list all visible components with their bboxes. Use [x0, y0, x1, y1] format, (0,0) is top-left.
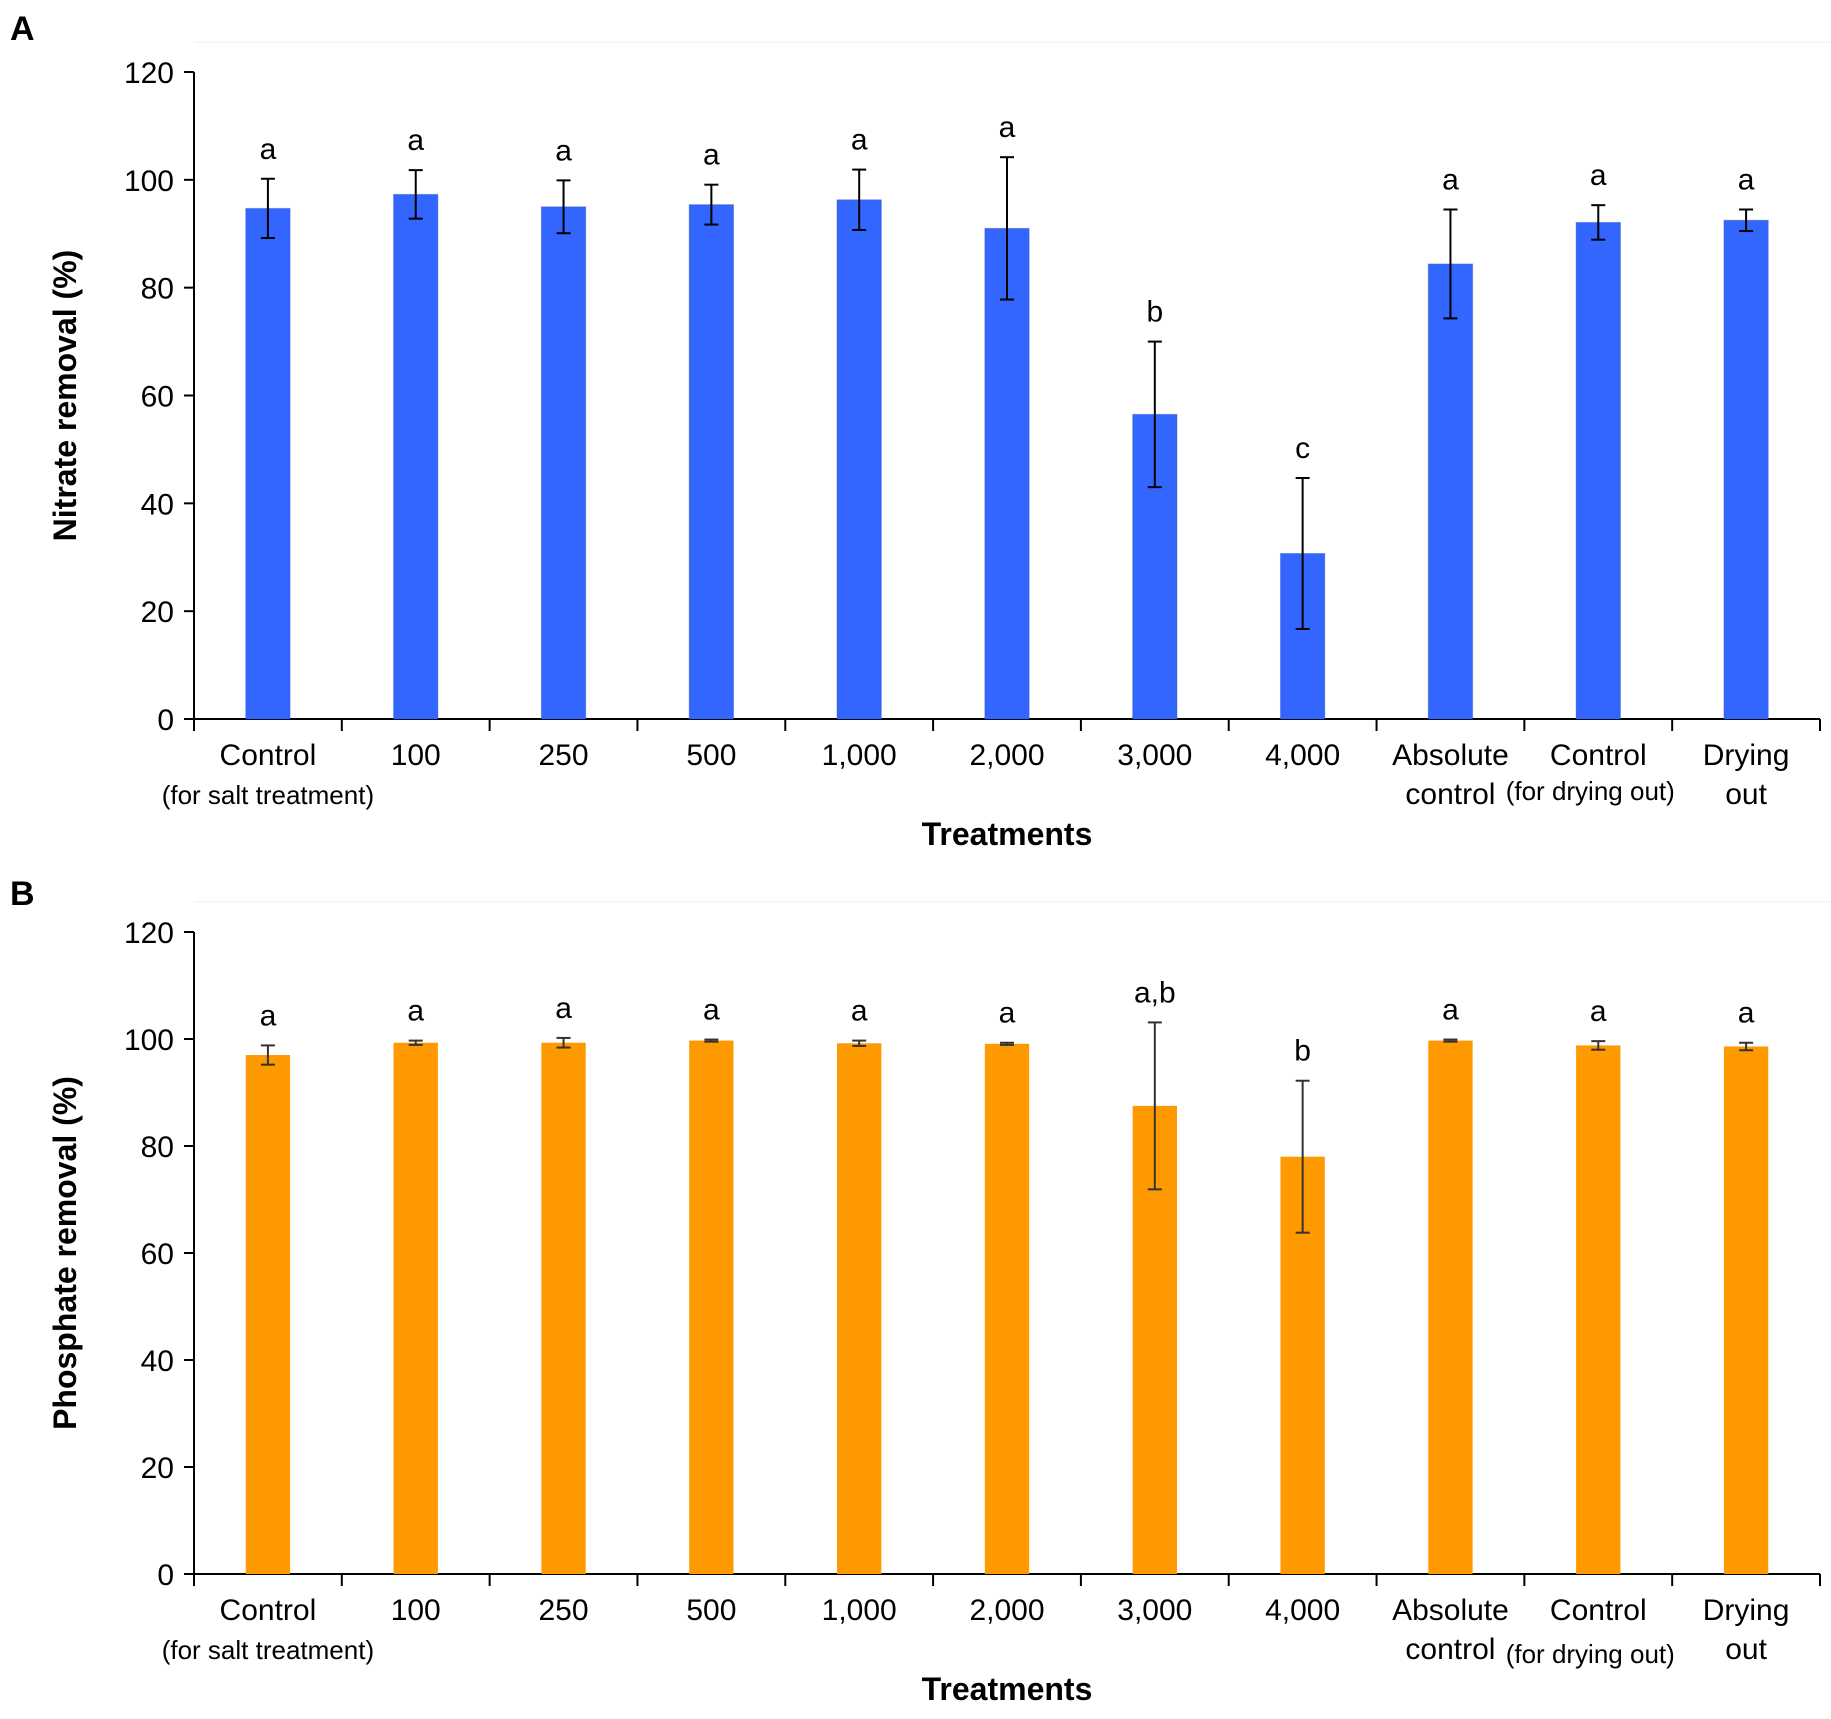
- x-tick-label: 2,000: [969, 739, 1044, 772]
- x-tick-label: Control: [1550, 1594, 1647, 1627]
- y-tick-label: 40: [141, 488, 174, 521]
- significance-label: a: [999, 111, 1016, 144]
- y-tick-label: 0: [157, 1559, 174, 1592]
- x-tick-label: Control: [220, 1594, 317, 1627]
- significance-label: a: [1590, 995, 1607, 1028]
- x-tick-label-line2: control: [1405, 1633, 1495, 1666]
- significance-label: b: [1294, 1035, 1311, 1068]
- bar: [836, 199, 882, 720]
- bar: [984, 227, 1030, 720]
- y-tick-label: 100: [124, 1024, 174, 1057]
- bar: [688, 204, 735, 720]
- x-tick-label: 500: [686, 739, 736, 772]
- bar: [1723, 219, 1769, 720]
- y-tick-label: 60: [141, 381, 174, 414]
- x-tick-label-line2: out: [1725, 778, 1767, 811]
- x-axis-title: Treatments: [922, 1671, 1093, 1707]
- bar: [984, 1043, 1030, 1574]
- significance-label: a: [1442, 163, 1459, 196]
- significance-label: a: [555, 992, 572, 1025]
- x-tick-label: 250: [539, 1594, 589, 1627]
- y-axis-title: Nitrate removal (%): [47, 250, 83, 542]
- x-tick-sublabel: (for drying out): [1506, 1639, 1675, 1669]
- bar: [393, 1042, 438, 1574]
- x-tick-label-line2: control: [1405, 778, 1495, 811]
- y-tick-label: 40: [141, 1345, 174, 1378]
- bar: [540, 206, 587, 720]
- bar: [1575, 221, 1621, 720]
- significance-label: a: [1590, 159, 1607, 192]
- x-tick-label: 2,000: [969, 1594, 1044, 1627]
- significance-label: b: [1146, 296, 1163, 329]
- x-tick-label: Control: [220, 739, 317, 772]
- y-tick-label: 80: [141, 273, 174, 306]
- significance-label: a: [407, 995, 424, 1028]
- x-tick-label: 4,000: [1265, 739, 1340, 772]
- x-tick-label-line2: out: [1725, 1633, 1767, 1666]
- chart-panel-a: A 0 20 40 60 80 100 120 a Control (for salt treatm…: [10, 10, 1830, 852]
- x-tick-label: 100: [391, 1594, 441, 1627]
- y-tick-label: 80: [141, 1131, 174, 1164]
- chart-panel-b: B 0 20 40 60 80 100 120 a Control (for salt treatm…: [10, 875, 1830, 1707]
- y-tick-label: 120: [124, 917, 174, 950]
- x-tick-label: 3,000: [1117, 1594, 1192, 1627]
- bar: [689, 1040, 734, 1574]
- bar: [837, 1043, 882, 1574]
- y-tick-label: 120: [124, 57, 174, 90]
- significance-label: a: [999, 997, 1016, 1030]
- significance-label: a,b: [1134, 976, 1176, 1009]
- x-tick-label: Absolute: [1392, 1594, 1509, 1627]
- x-tick-label: 100: [391, 739, 441, 772]
- y-tick-label: 20: [141, 1452, 174, 1485]
- bar: [1723, 1046, 1769, 1574]
- y-tick-label: 0: [157, 704, 174, 737]
- significance-label: a: [555, 134, 572, 167]
- bar: [1427, 263, 1474, 720]
- x-tick-sublabel: (for salt treatment): [162, 1635, 374, 1665]
- x-tick-label: 500: [686, 1594, 736, 1627]
- x-tick-label: Drying: [1703, 1594, 1790, 1627]
- x-tick-label: 250: [539, 739, 589, 772]
- significance-label: a: [1738, 163, 1755, 196]
- significance-label: a: [851, 995, 868, 1028]
- x-tick-label: 3,000: [1117, 739, 1192, 772]
- significance-label: a: [260, 999, 277, 1032]
- x-tick-label: Absolute: [1392, 739, 1509, 772]
- panel-label: A: [10, 10, 35, 48]
- y-tick-label: 20: [141, 596, 174, 629]
- x-tick-label: Drying: [1703, 739, 1790, 772]
- x-tick-label: 1,000: [822, 1594, 897, 1627]
- significance-label: a: [703, 139, 720, 172]
- significance-label: a: [407, 124, 424, 157]
- significance-label: a: [260, 133, 277, 166]
- bar: [245, 207, 291, 720]
- bar: [1576, 1045, 1621, 1574]
- bar: [1428, 1040, 1473, 1574]
- bar: [541, 1042, 586, 1574]
- y-tick-label: 100: [124, 165, 174, 198]
- y-tick-label: 60: [141, 1238, 174, 1271]
- x-tick-sublabel: (for drying out): [1506, 776, 1675, 806]
- significance-label: a: [1738, 997, 1755, 1030]
- panel-label: B: [10, 875, 35, 913]
- x-axis-title: Treatments: [922, 816, 1093, 852]
- x-tick-label: Control: [1550, 739, 1647, 772]
- significance-label: a: [1442, 994, 1459, 1027]
- bar: [245, 1055, 291, 1574]
- bar: [393, 193, 439, 720]
- x-tick-label: 4,000: [1265, 1594, 1340, 1627]
- significance-label: c: [1295, 432, 1310, 465]
- y-axis-title: Phosphate removal (%): [47, 1076, 83, 1430]
- significance-label: a: [851, 124, 868, 157]
- x-tick-label: 1,000: [822, 739, 897, 772]
- x-tick-sublabel: (for salt treatment): [162, 780, 374, 810]
- significance-label: a: [703, 994, 720, 1027]
